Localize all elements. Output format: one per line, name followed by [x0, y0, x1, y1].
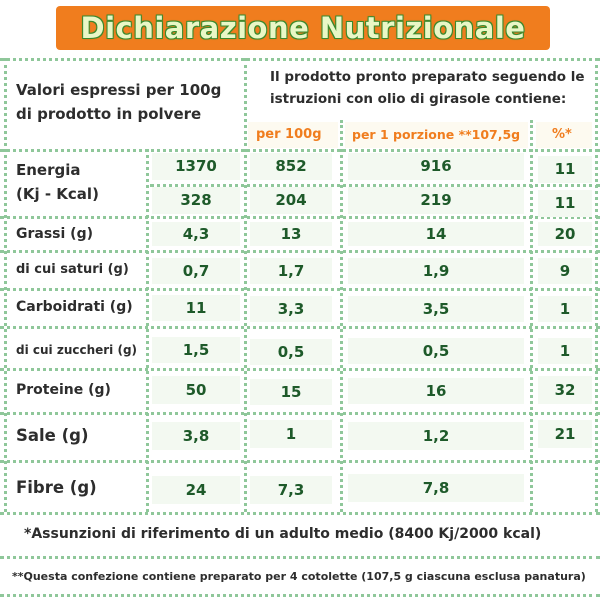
grid-line-row9 — [0, 512, 600, 515]
header-left-line2: di prodotto in polvere — [16, 105, 202, 123]
energia-kcal-percent: 11 — [538, 190, 592, 217]
energia-kcal-perportion: 219 — [348, 187, 524, 214]
sale-percent: 21 — [538, 420, 592, 448]
grid-line-row7 — [0, 412, 600, 415]
grid-line-col4 — [530, 120, 533, 512]
saturi-percent: 9 — [538, 258, 592, 284]
zuccheri-percent: 1 — [538, 338, 592, 364]
footnote-package-content: **Questa confezione contiene preparato p… — [12, 570, 586, 583]
row-label-proteine: Proteine (g) — [16, 382, 111, 398]
grid-line-row5 — [0, 326, 600, 329]
header-left: Valori espressi per 100g di prodotto in … — [16, 78, 244, 126]
saturi-per100: 1,7 — [250, 258, 332, 284]
fibre-per100-powder: 24 — [152, 476, 240, 504]
row-label-energia: Energia (Kj - Kcal) — [16, 158, 99, 206]
proteine-per100: 15 — [250, 379, 332, 405]
saturi-perportion: 1,9 — [348, 258, 524, 284]
grid-line-left — [4, 58, 7, 512]
energia-kj-perportion: 916 — [348, 153, 524, 180]
carboidrati-perportion: 3,5 — [348, 296, 524, 322]
grid-line-row1 — [0, 149, 600, 152]
sale-perportion: 1,2 — [348, 422, 524, 450]
proteine-percent: 32 — [538, 376, 592, 404]
grid-line-col3 — [340, 120, 343, 512]
grid-line-row6 — [0, 368, 600, 371]
row-label-carboidrati: Carboidrati (g) — [16, 299, 133, 315]
energia-kcal-per100-powder: 328 — [152, 187, 240, 214]
zuccheri-per100-powder: 1,5 — [152, 337, 240, 363]
header-left-line1: Valori espressi per 100g — [16, 81, 222, 99]
grid-line-row8 — [0, 460, 600, 463]
header-right: Il prodotto pronto preparato seguendo le… — [270, 66, 590, 110]
zuccheri-per100: 0,5 — [250, 339, 332, 365]
grid-line-row3 — [0, 250, 600, 253]
grid-line-col1 — [146, 149, 149, 512]
zuccheri-perportion: 0,5 — [348, 338, 524, 364]
grid-line-energia-split — [150, 184, 600, 187]
energia-kcal-per100: 204 — [250, 187, 332, 214]
carboidrati-per100: 3,3 — [250, 296, 332, 322]
subheader-per100: per 100g — [256, 127, 322, 142]
subheader-band-percent — [536, 122, 592, 148]
page-title: Dichiarazione Nutrizionale — [80, 11, 526, 45]
grid-line-col2 — [244, 58, 247, 512]
energia-kj-per100: 852 — [250, 153, 332, 180]
sale-per100: 1 — [250, 420, 332, 448]
grassi-perportion: 14 — [348, 222, 524, 246]
row-label-grassi: Grassi (g) — [16, 226, 93, 242]
grassi-per100: 13 — [250, 222, 332, 246]
title-banner — [56, 6, 550, 50]
grassi-per100-powder: 4,3 — [152, 222, 240, 246]
fibre-perportion: 7,8 — [348, 474, 524, 502]
header-right-line2: istruzioni con olio di girasole contiene… — [270, 91, 567, 107]
fibre-per100: 7,3 — [250, 476, 332, 504]
row-label-sale: Sale (g) — [16, 426, 89, 445]
proteine-perportion: 16 — [348, 378, 524, 404]
saturi-per100-powder: 0,7 — [152, 258, 240, 284]
grid-line-row2 — [0, 216, 600, 219]
subheader-perportion: per 1 porzione **107,5g — [352, 127, 521, 142]
row-label-fibre: Fibre (g) — [16, 478, 97, 497]
energia-kj-per100-powder: 1370 — [152, 153, 240, 180]
footnote-reference-intake: *Assunzioni di riferimento di un adulto … — [24, 526, 542, 542]
grassi-percent: 20 — [538, 222, 592, 246]
grid-line-right — [595, 58, 598, 512]
proteine-per100-powder: 50 — [152, 376, 240, 404]
row-label-zuccheri: di cui zuccheri (g) — [16, 343, 138, 357]
subheader-band-perportion — [345, 122, 528, 148]
fibre-percent — [538, 474, 592, 502]
subheader-band-per100 — [248, 122, 338, 148]
row-label-saturi: di cui saturi (g) — [16, 262, 129, 277]
sale-per100-powder: 3,8 — [152, 422, 240, 450]
subheader-percent: %* — [552, 127, 572, 142]
grid-line-bottom — [0, 594, 600, 597]
grid-line-row10 — [0, 556, 600, 559]
header-right-line1: Il prodotto pronto preparato seguendo le — [270, 69, 585, 85]
row-label-energia-line1: Energia — [16, 161, 81, 179]
row-label-energia-line2: (Kj - Kcal) — [16, 185, 99, 203]
grid-line-top — [0, 58, 600, 61]
energia-kj-percent: 11 — [538, 156, 592, 183]
carboidrati-percent: 1 — [538, 296, 592, 322]
carboidrati-per100-powder: 11 — [152, 295, 240, 321]
grid-line-row4 — [0, 288, 600, 291]
